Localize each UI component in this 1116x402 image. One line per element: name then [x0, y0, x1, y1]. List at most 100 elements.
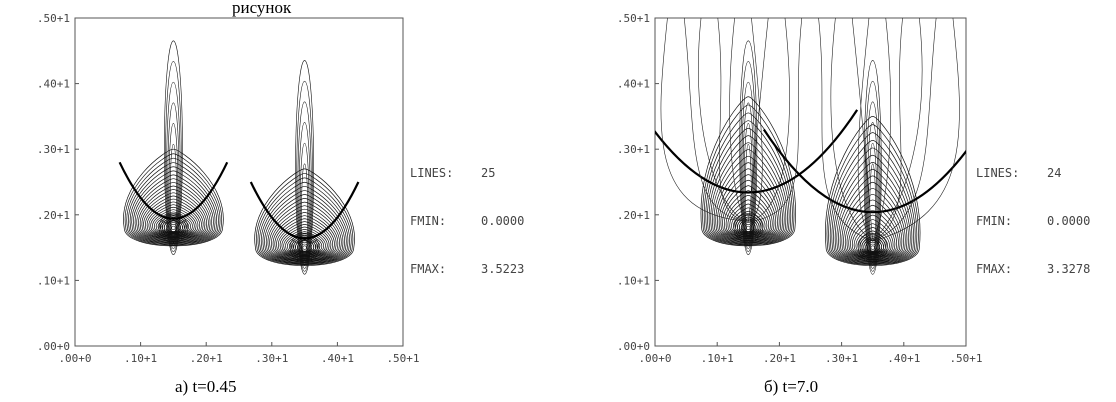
panel-b: .00+0 .10+1 .20+1 .30+1 .40+1 .50+1 .00+0 .10+1…	[617, 12, 1090, 396]
plume-contour	[740, 61, 757, 253]
wave-line	[717, 18, 749, 222]
contour-line	[712, 149, 785, 242]
panel-a-contours	[118, 40, 360, 275]
x-tick-label: .10+1	[124, 352, 157, 365]
stat-lines-label: LINES:	[976, 166, 1019, 180]
plume-contour	[741, 81, 755, 250]
contour-line	[836, 168, 909, 261]
x-tick-label: .50+1	[949, 352, 982, 365]
y-tick-label: .50+1	[37, 12, 70, 25]
wave-line	[698, 18, 749, 222]
wave-line	[660, 18, 749, 222]
plume-contour	[298, 122, 311, 266]
wave-line	[683, 18, 749, 222]
contour-line	[707, 127, 790, 244]
contour-line	[254, 168, 355, 266]
stat-fmin-value: 0.0000	[1047, 214, 1090, 228]
contour-line	[260, 186, 349, 264]
plume-contour	[164, 40, 183, 255]
contour-line	[720, 179, 776, 238]
x-tick-label: .20+1	[763, 352, 796, 365]
y-tick-label: .20+1	[37, 209, 70, 222]
wave-line	[748, 18, 763, 222]
stat-fmin-label: FMIN:	[976, 214, 1012, 228]
source-ring	[171, 225, 176, 231]
y-tick-label: .00+0	[37, 340, 70, 353]
source-ring	[293, 236, 316, 259]
stat-fmin-value: 0.0000	[481, 214, 524, 228]
plume-contour	[166, 81, 181, 250]
panel-b-axes: .00+0 .10+1 .20+1 .30+1 .40+1 .50+1 .00+0 .10+1…	[617, 12, 983, 365]
wave-line	[818, 18, 873, 242]
contour-line	[829, 140, 916, 264]
contour-line	[861, 236, 884, 253]
plume-contour	[301, 163, 309, 260]
stat-fmax-value: 3.5223	[481, 262, 524, 276]
plume-contour	[868, 142, 878, 263]
header-fragment: рисунок	[232, 0, 292, 17]
source-ring	[735, 215, 762, 241]
contour-line	[710, 142, 787, 242]
contour-line	[729, 203, 768, 235]
contour-line	[828, 132, 918, 265]
x-tick-label: .30+1	[255, 352, 288, 365]
source-ring	[866, 241, 879, 254]
source-ring	[738, 218, 758, 238]
contour-line	[839, 181, 906, 260]
contour-line	[292, 238, 317, 253]
contour-line	[128, 162, 219, 245]
y-tick-label: .30+1	[37, 143, 70, 156]
panel-b-frame	[654, 17, 967, 347]
source-ring	[165, 220, 181, 236]
stat-lines-value: 24	[1047, 166, 1061, 180]
source-ring	[291, 234, 318, 261]
contour-line	[700, 96, 797, 247]
contour-line	[145, 198, 202, 238]
stat-fmin-label: FMIN:	[410, 214, 446, 228]
panel-b-contours	[655, 18, 966, 275]
source-ring	[162, 216, 185, 240]
source-ring	[746, 225, 751, 231]
plume-contour	[167, 102, 180, 247]
wave-line	[729, 18, 749, 222]
plume-contour	[168, 123, 179, 244]
y-tick-label: .50+1	[617, 12, 650, 25]
contour-line	[705, 120, 792, 245]
y-tick-label: .40+1	[617, 78, 650, 91]
front-line	[655, 109, 859, 194]
source-ring	[169, 224, 178, 232]
stat-fmax-value: 3.3278	[1047, 262, 1090, 276]
panel-a: .00+0 .10+1 .20+1 .30+1 .40+1 .50+1 .00+0 .10+1…	[37, 12, 524, 396]
contour-line	[831, 147, 914, 263]
panel-b-caption: б) t=7.0	[764, 377, 818, 396]
source-ring	[160, 215, 187, 241]
plume-contour	[866, 101, 880, 269]
x-tick-label: .00+0	[58, 352, 91, 365]
source-ring	[857, 232, 888, 263]
source-ring	[158, 213, 189, 243]
contour-line	[843, 193, 903, 259]
wave-line	[748, 18, 790, 222]
plume-contour	[295, 60, 314, 275]
panel-a-caption: а) t=0.45	[175, 377, 237, 396]
wave-line	[748, 18, 769, 222]
source-ring	[733, 213, 763, 243]
contour-line	[259, 181, 350, 264]
x-tick-label: .40+1	[887, 352, 920, 365]
source-ring	[870, 245, 875, 250]
contour-line	[143, 195, 204, 239]
panel-a-stats: LINES: 25 FMIN: 0.0000 FMAX: 3.5223	[410, 166, 524, 276]
plume-contour	[867, 122, 879, 266]
contour-line	[715, 162, 782, 240]
wave-line	[872, 18, 923, 242]
contour-line	[123, 148, 224, 247]
source-ring	[737, 216, 760, 240]
x-tick-label: .10+1	[701, 352, 734, 365]
source-ring	[289, 232, 320, 263]
contour-line	[276, 218, 333, 258]
x-tick-label: .00+0	[638, 352, 671, 365]
contour-line	[267, 201, 342, 261]
wave-line	[872, 18, 937, 242]
stat-lines-value: 25	[481, 166, 495, 180]
